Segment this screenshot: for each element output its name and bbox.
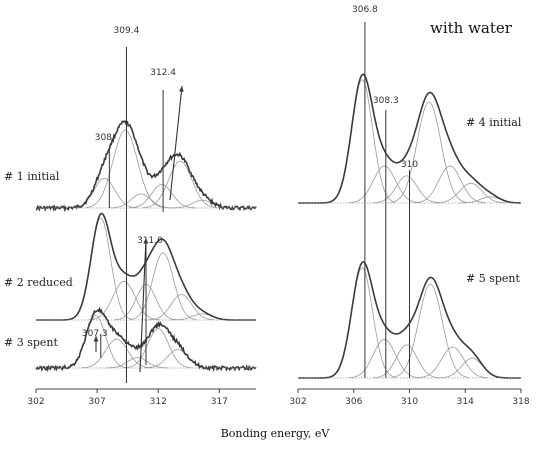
right-panel: 302 306 310 314 318 # 4 initial # 5 spent 306.8…: [289, 5, 529, 407]
arrow-head: [143, 238, 149, 244]
x-tick-label: 302: [27, 397, 44, 407]
x-tick-label: 318: [512, 397, 529, 407]
spectrum-label: # 5 spent: [466, 272, 520, 285]
component-peak: [348, 165, 421, 204]
component-peak: [348, 339, 421, 379]
envelope-curve: [298, 73, 522, 204]
arrow-head: [179, 86, 184, 92]
peak-marker-label: 311.0: [137, 236, 163, 246]
spectrum-label: # 1 initial: [4, 170, 60, 183]
panel-title: with water: [430, 19, 513, 37]
component-peak: [148, 294, 215, 321]
shift-arrow: [139, 237, 147, 373]
x-tick-label: 306: [345, 397, 362, 407]
peak-marker-label: 309.4: [114, 26, 140, 36]
component-peak: [144, 349, 211, 369]
x-tick-label: 314: [457, 397, 474, 407]
spectrum-label: # 4 initial: [466, 116, 522, 129]
arrow-head: [93, 336, 99, 342]
x-tick-label: 307: [89, 397, 106, 407]
x-tick-label: 317: [211, 397, 228, 407]
peak-marker-label: 310: [401, 160, 418, 170]
x-tick-label: 302: [289, 397, 306, 407]
component-peak: [435, 182, 507, 204]
component-peak: [124, 328, 192, 369]
peak-marker-label: 312.4: [150, 68, 176, 78]
component-peak: [417, 346, 489, 379]
peak-marker-label: 308.3: [373, 96, 399, 106]
spectrum-label: # 2 reduced: [4, 276, 73, 289]
peak-marker-label: 308: [95, 133, 112, 143]
component-peak: [106, 357, 169, 369]
spectrum-label: # 3 spent: [4, 336, 58, 349]
component-peak: [71, 178, 138, 209]
x-tick-label: 310: [401, 397, 418, 407]
component-peak: [438, 357, 506, 379]
x-axis-label: Bonding energy, eV: [221, 427, 331, 440]
envelope-curve: [35, 119, 257, 213]
shift-arrow: [169, 85, 183, 201]
component-peak: [414, 165, 486, 204]
component-peak: [109, 193, 173, 209]
spectrum-1: [35, 119, 257, 213]
component-peak: [88, 280, 160, 321]
component-peak: [373, 175, 441, 204]
left-panel: 302 307 312 317 # 1 initial # 2 reduced # 3 sp…: [4, 26, 257, 407]
peak-marker-label: 306.8: [352, 5, 378, 15]
component-peak: [129, 252, 197, 320]
component-peak: [392, 283, 469, 378]
component-peak: [69, 217, 133, 320]
peak-marker-label: 307.3: [82, 329, 108, 339]
component-peak: [143, 160, 218, 209]
spectrum-1: [298, 73, 522, 204]
x-tick-label: 312: [150, 397, 167, 407]
component-peak: [128, 184, 196, 209]
component-peak: [391, 101, 467, 203]
